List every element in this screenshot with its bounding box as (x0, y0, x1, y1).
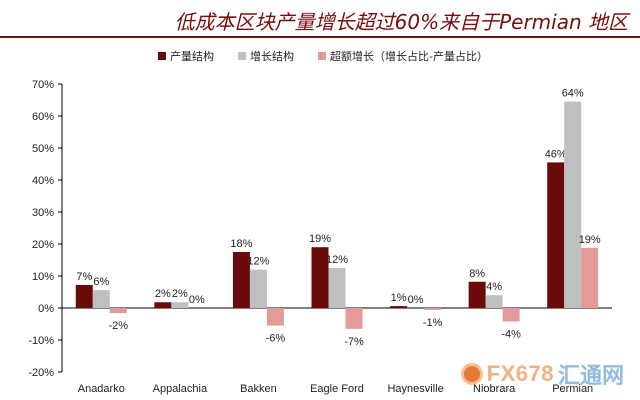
bar-1-6 (468, 281, 486, 308)
bar-2-1 (92, 290, 110, 308)
data-label-3-7: 19% (579, 234, 601, 246)
x-tick-label: Permian (552, 383, 593, 395)
y-tick-label: 0% (38, 303, 54, 315)
y-tick-label: -20% (28, 367, 54, 379)
x-tick-label: Niobrara (473, 383, 516, 395)
data-label-1-7: 46% (545, 148, 567, 160)
legend-label-1: 产量结构 (170, 49, 214, 63)
y-tick-label: -10% (28, 335, 54, 347)
data-label-2-2: 2% (172, 288, 188, 300)
data-label-1-6: 8% (469, 268, 485, 280)
data-label-3-5: -1% (423, 317, 443, 329)
title-rule (0, 36, 640, 38)
bar-3-4 (345, 308, 363, 329)
watermark: FX678 汇通网 (460, 358, 624, 390)
bar-1-2 (154, 302, 172, 308)
bar-2-4 (328, 268, 346, 308)
x-tick-label: Haynesville (387, 383, 443, 395)
bar-3-7 (581, 247, 599, 308)
legend-swatch-3 (318, 52, 326, 60)
bar-1-5 (390, 306, 408, 308)
legend-swatch-1 (158, 52, 166, 60)
x-tick-label: Eagle Ford (310, 383, 364, 395)
bar-3-5 (424, 308, 442, 310)
data-label-3-2: 0% (189, 294, 205, 306)
legend-label-2: 增长结构 (250, 49, 294, 63)
y-tick-label: 30% (32, 207, 54, 219)
data-label-1-5: 1% (391, 292, 407, 304)
bar-1-7 (547, 162, 565, 308)
y-tick-label: 20% (32, 239, 54, 251)
watermark-logo-icon (460, 363, 483, 385)
bar-2-3 (249, 269, 267, 308)
y-tick-label: 10% (32, 271, 54, 283)
x-tick-label: Bakken (240, 383, 277, 395)
y-tick-label: 50% (32, 143, 54, 155)
bar-2-7 (564, 101, 582, 308)
bar-1-3 (232, 252, 250, 308)
data-label-1-3: 18% (230, 238, 252, 250)
title-bar: 低成本区块产量增长超过60%来自于Permian 地区 (0, 0, 640, 38)
x-tick-label: Appalachia (153, 383, 208, 395)
bar-3-1 (109, 308, 127, 314)
watermark-text: FX678 (486, 361, 554, 386)
data-label-1-2: 2% (155, 288, 171, 300)
y-tick-label: 60% (32, 111, 54, 123)
data-label-2-3: 12% (247, 256, 269, 268)
bar-3-6 (502, 308, 520, 322)
data-label-2-1: 6% (93, 276, 109, 288)
data-label-1-1: 7% (76, 271, 92, 283)
watermark-text-cn: 汇通网 (557, 363, 624, 388)
data-label-3-4: -7% (344, 336, 364, 348)
bar-chart: 产量结构 增长结构 超额增长（增长占比-产量占比） -20% -10% 0% 10% 20% 3… (28, 49, 612, 395)
data-label-2-6: 4% (486, 281, 502, 293)
data-label-3-6: -4% (501, 328, 521, 340)
bar-2-2 (171, 302, 189, 308)
x-tick-label: Anadarko (78, 383, 125, 395)
data-label-3-3: -6% (266, 333, 286, 345)
legend-swatch-2 (238, 52, 246, 60)
chart-title: 低成本区块产量增长超过60%来自于Permian 地区 (174, 10, 628, 34)
data-label-2-5: 0% (408, 294, 424, 306)
y-tick-label: 70% (32, 79, 54, 91)
bar-2-6 (485, 295, 503, 308)
bar-3-3 (266, 308, 284, 326)
y-tick-label: 40% (32, 175, 54, 187)
legend-label-3: 超额增长（增长占比-产量占比） (330, 49, 488, 63)
data-label-3-1: -2% (109, 320, 129, 332)
data-label-2-7: 64% (562, 88, 584, 100)
bar-1-4 (311, 247, 329, 308)
data-label-2-4: 12% (326, 254, 348, 266)
bar-1-1 (75, 284, 93, 308)
data-label-1-4: 19% (309, 233, 331, 245)
